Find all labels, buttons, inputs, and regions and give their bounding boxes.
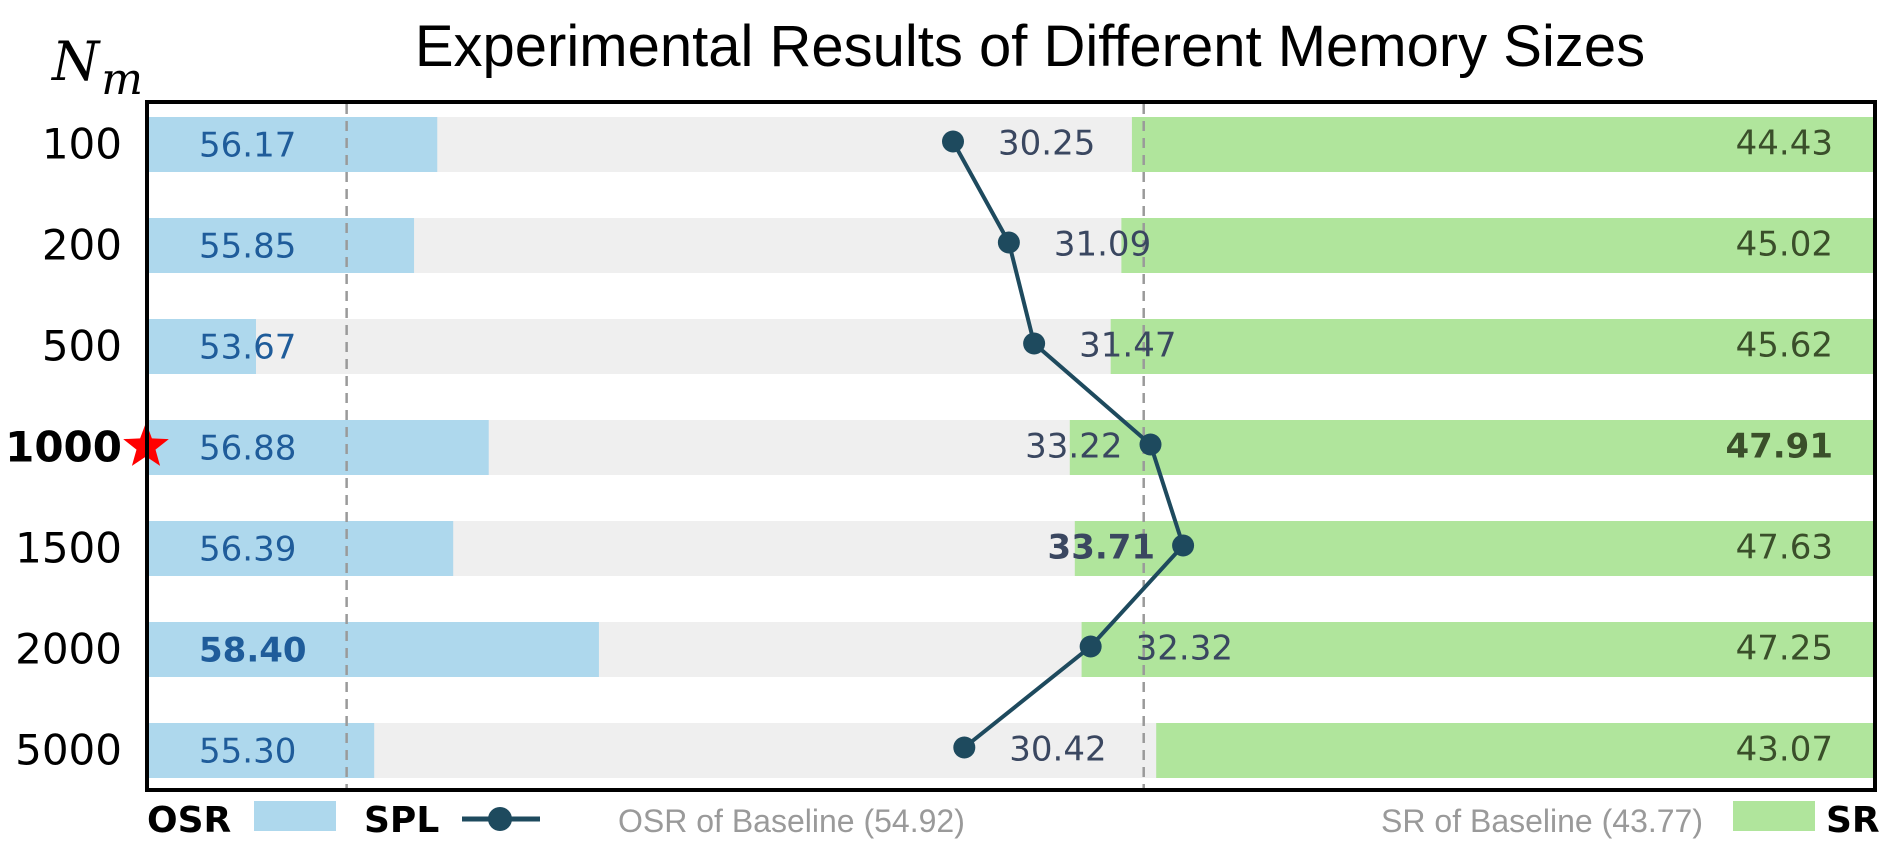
osr-value-label: 53.67 [199,328,296,368]
legend: OSR SPL OSR of Baseline (54.92) SR of Basel… [147,800,1880,841]
spl-point [1172,534,1195,557]
legend-sr-swatch [1733,801,1815,831]
spl-value-label: 33.71 [1048,528,1156,568]
plot-area: 100 56.17 44.43 200 55.85 45.02 500 53.67 45.62 1… [5,104,1873,788]
osr-bar [149,622,599,677]
osr-value-label: 56.17 [199,126,296,166]
osr-bar [149,521,454,576]
legend-osr-swatch [254,801,336,831]
spl-value-label: 30.25 [998,124,1095,164]
spl-value-label: 33.22 [1025,427,1122,467]
sr-value-label: 43.07 [1736,730,1833,770]
osr-bar [149,117,438,172]
sr-value-label: 47.25 [1736,629,1833,669]
y-axis-title-sub: m [101,54,143,105]
sr-bar [1121,218,1873,273]
osr-bar [149,319,256,374]
y-tick-label: 500 [42,322,122,371]
sr-value-label: 47.63 [1736,528,1833,568]
osr-bar [149,218,415,273]
y-axis-title-main: N [50,30,101,93]
spl-point [1139,433,1162,456]
sr-value-label: 45.62 [1736,326,1833,366]
y-tick-label: 200 [42,221,122,270]
spl-value-label: 31.47 [1079,326,1176,366]
spl-point [942,130,964,153]
legend-osr-baseline: OSR of Baseline (54.92) [618,803,965,839]
osr-value-label: 58.40 [199,631,307,671]
chart-title: Experimental Results of Different Memory… [415,14,1645,79]
osr-value-label: 55.85 [199,227,296,267]
sr-bar [1081,622,1873,677]
legend-spl-marker [488,807,512,831]
sr-bar [1110,319,1873,374]
osr-bar [149,723,375,778]
legend-osr-label: OSR [147,800,231,841]
plot-frame [145,100,1877,792]
y-tick-label: 2000 [15,625,122,674]
y-tick-label: 1000 [5,423,122,472]
legend-sr-label: SR [1826,800,1880,841]
spl-point [1023,332,1046,355]
osr-value-label: 56.39 [199,530,296,570]
sr-bar [1156,723,1873,778]
spl-value-label: 31.09 [1054,225,1151,265]
y-tick-label: 5000 [15,726,122,775]
osr-value-label: 56.88 [199,429,296,469]
y-tick-label: 1500 [15,524,122,573]
sr-value-label: 45.02 [1736,225,1833,265]
spl-value-label: 30.42 [1009,730,1106,770]
spl-point [1079,635,1102,658]
spl-value-label: 32.32 [1136,629,1233,669]
sr-bar [1074,521,1873,576]
sr-value-label: 44.43 [1736,124,1833,164]
spl-point [997,231,1020,254]
sr-bar [1131,117,1873,172]
spl-point [953,736,976,759]
y-axis-title: Nm [50,30,143,105]
legend-spl-label: SPL [364,800,439,841]
osr-value-label: 55.30 [199,732,296,772]
y-tick-label: 100 [42,120,122,169]
osr-bar [149,420,489,475]
legend-sr-baseline: SR of Baseline (43.77) [1381,803,1703,839]
sr-bar [1069,420,1873,475]
sr-value-label: 47.91 [1725,427,1833,467]
